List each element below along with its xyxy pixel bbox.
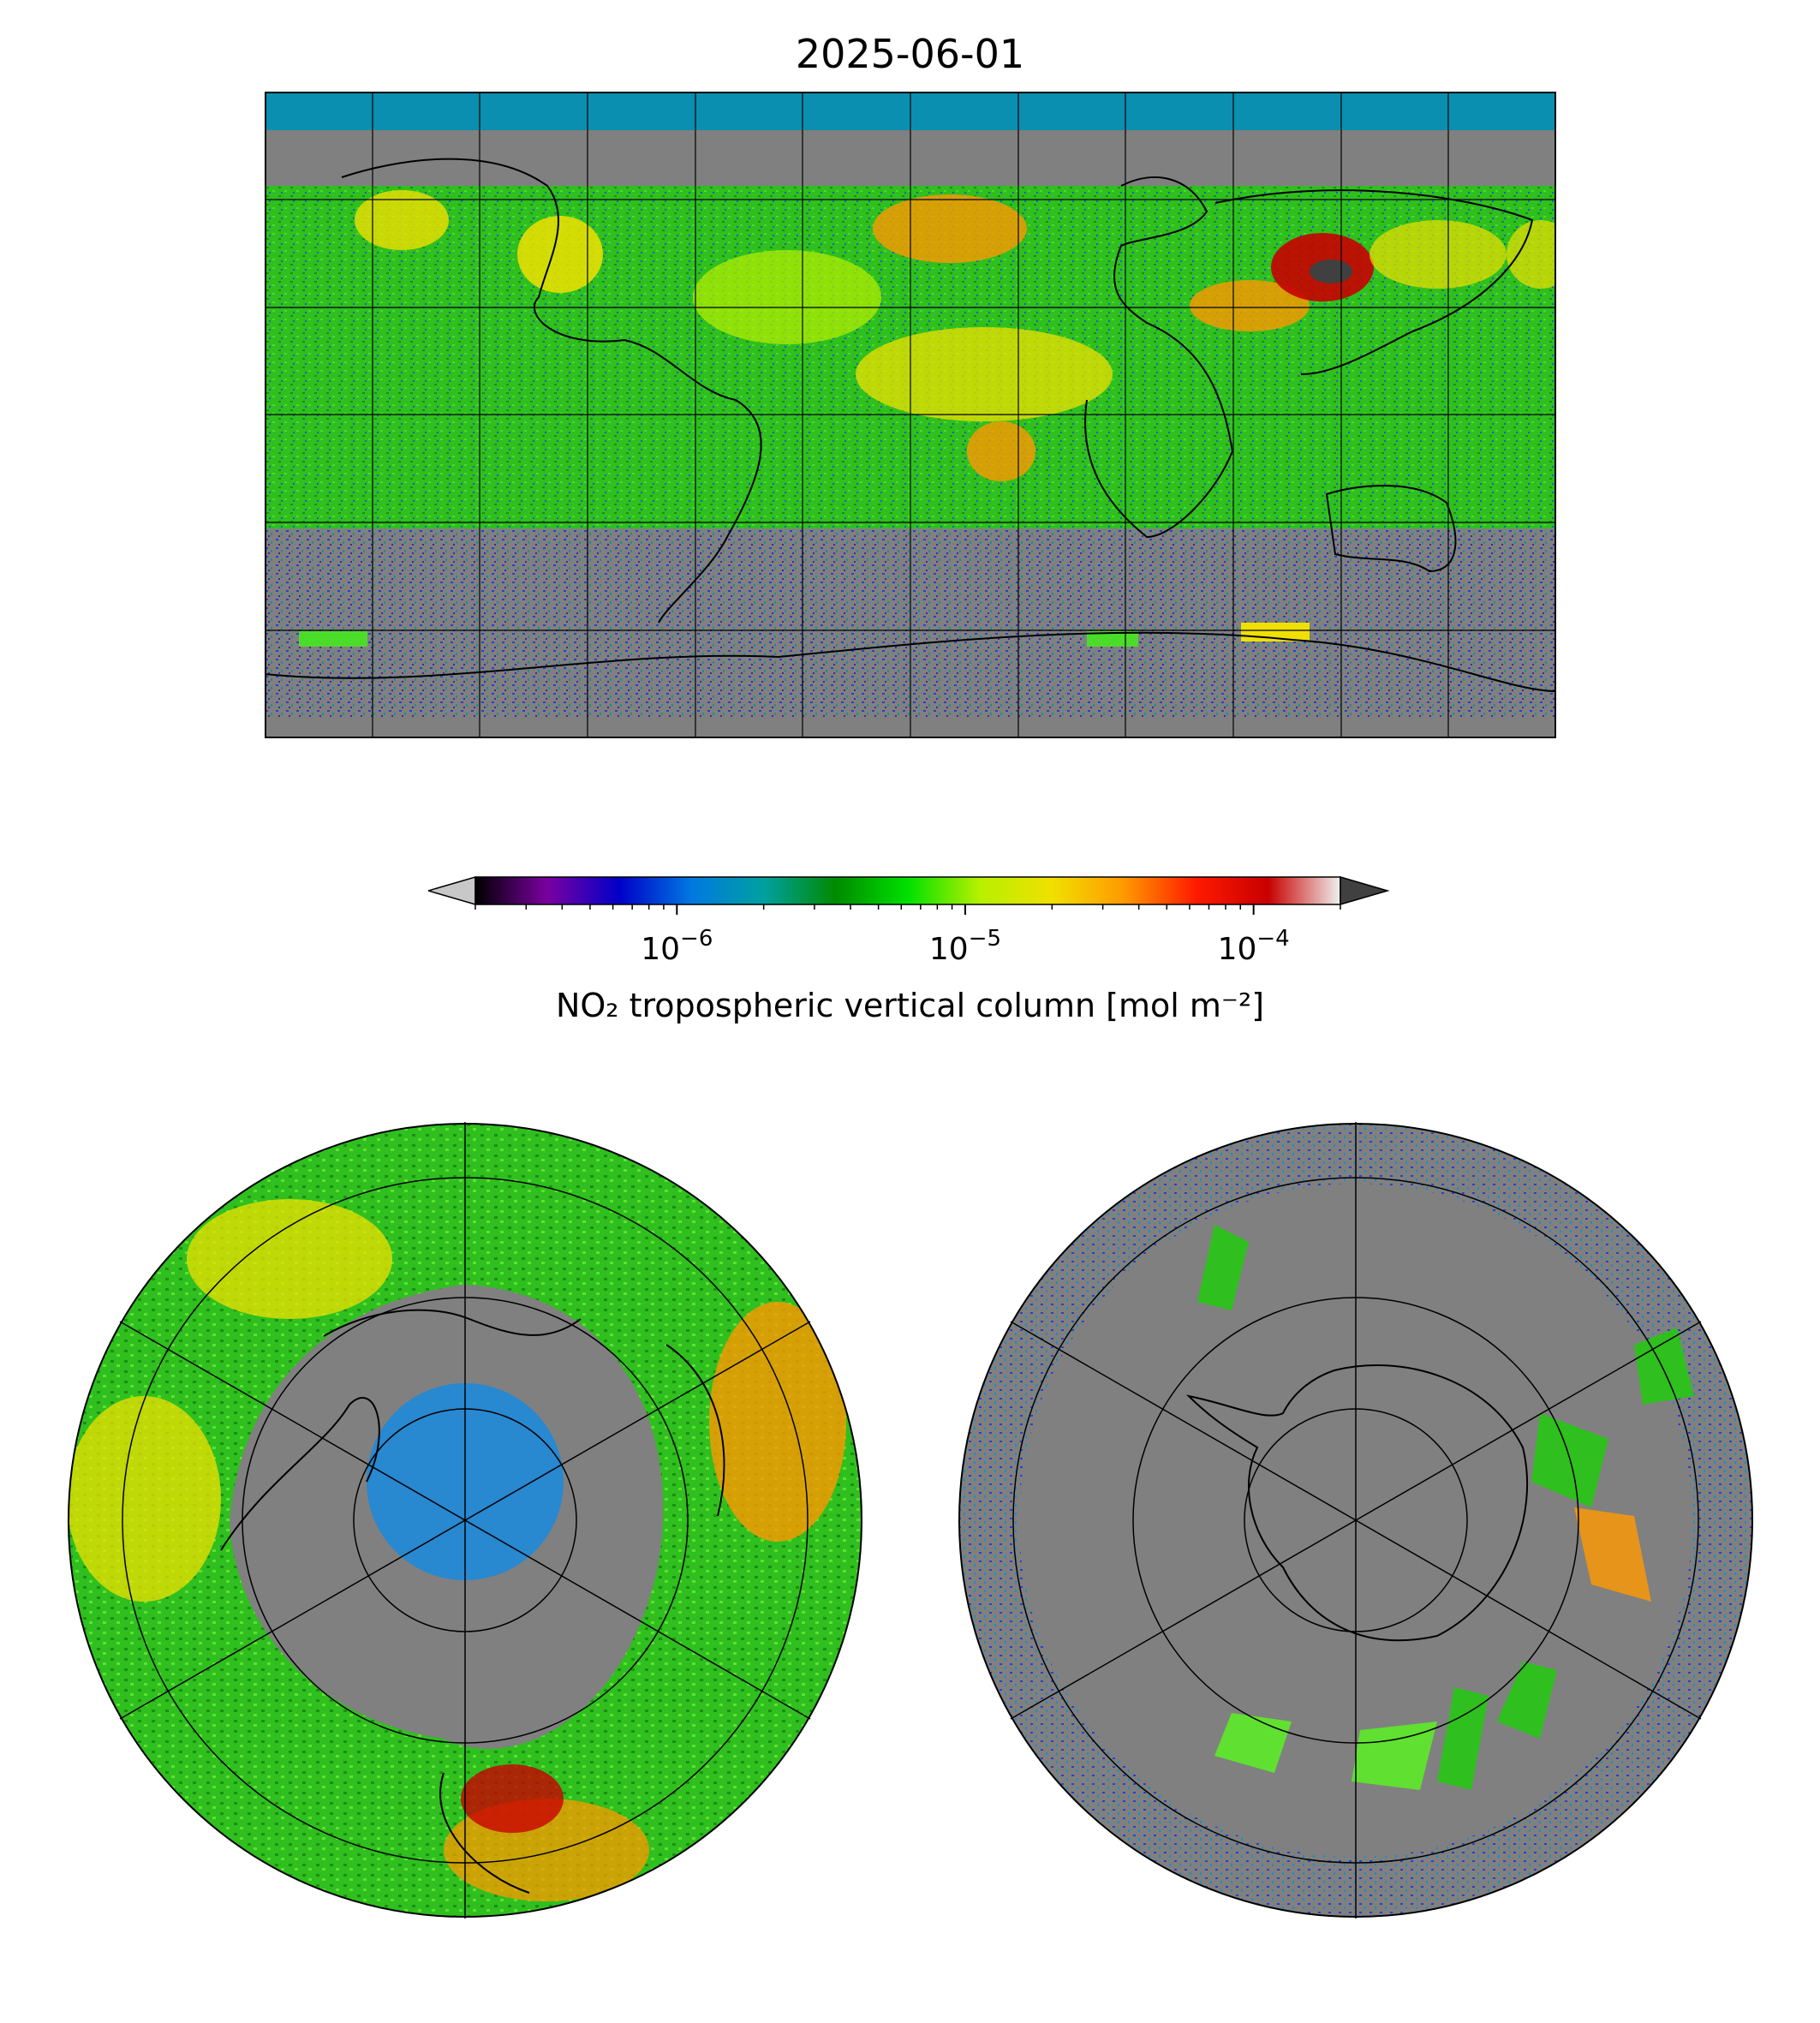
colorbar-tick-label: 10−5	[929, 926, 1001, 967]
graticule	[1010, 1122, 1702, 1919]
colorbar-tick-label: 10−4	[1218, 926, 1290, 967]
colorbar-label: NO₂ tropospheric vertical column [mol m⁻…	[555, 987, 1265, 1024]
coastlines	[220, 1309, 725, 1894]
emission-hotspots	[299, 190, 1556, 647]
map-frame	[265, 92, 1556, 738]
graticule	[265, 92, 1556, 738]
coastlines	[1185, 1364, 1529, 1642]
colorbar-gradient	[474, 876, 1341, 905]
map-frame	[68, 1123, 862, 1918]
global-map	[265, 92, 1556, 738]
north-polar-map	[67, 1122, 863, 1919]
graticule	[119, 1122, 811, 1919]
figure-title: 2025-06-01	[795, 31, 1025, 77]
colorbar-over-triangle	[1340, 876, 1390, 905]
colorbar-ticks: 10−6 10−5 10−4	[474, 904, 1341, 967]
map-frame	[958, 1123, 1753, 1918]
south-polar-map	[958, 1122, 1754, 1919]
colorbar-tick-label: 10−6	[641, 926, 713, 967]
coastlines	[265, 158, 1556, 692]
colorbar: 10−6 10−5 10−4	[428, 865, 1396, 1019]
colorbar-under-triangle	[428, 876, 476, 905]
